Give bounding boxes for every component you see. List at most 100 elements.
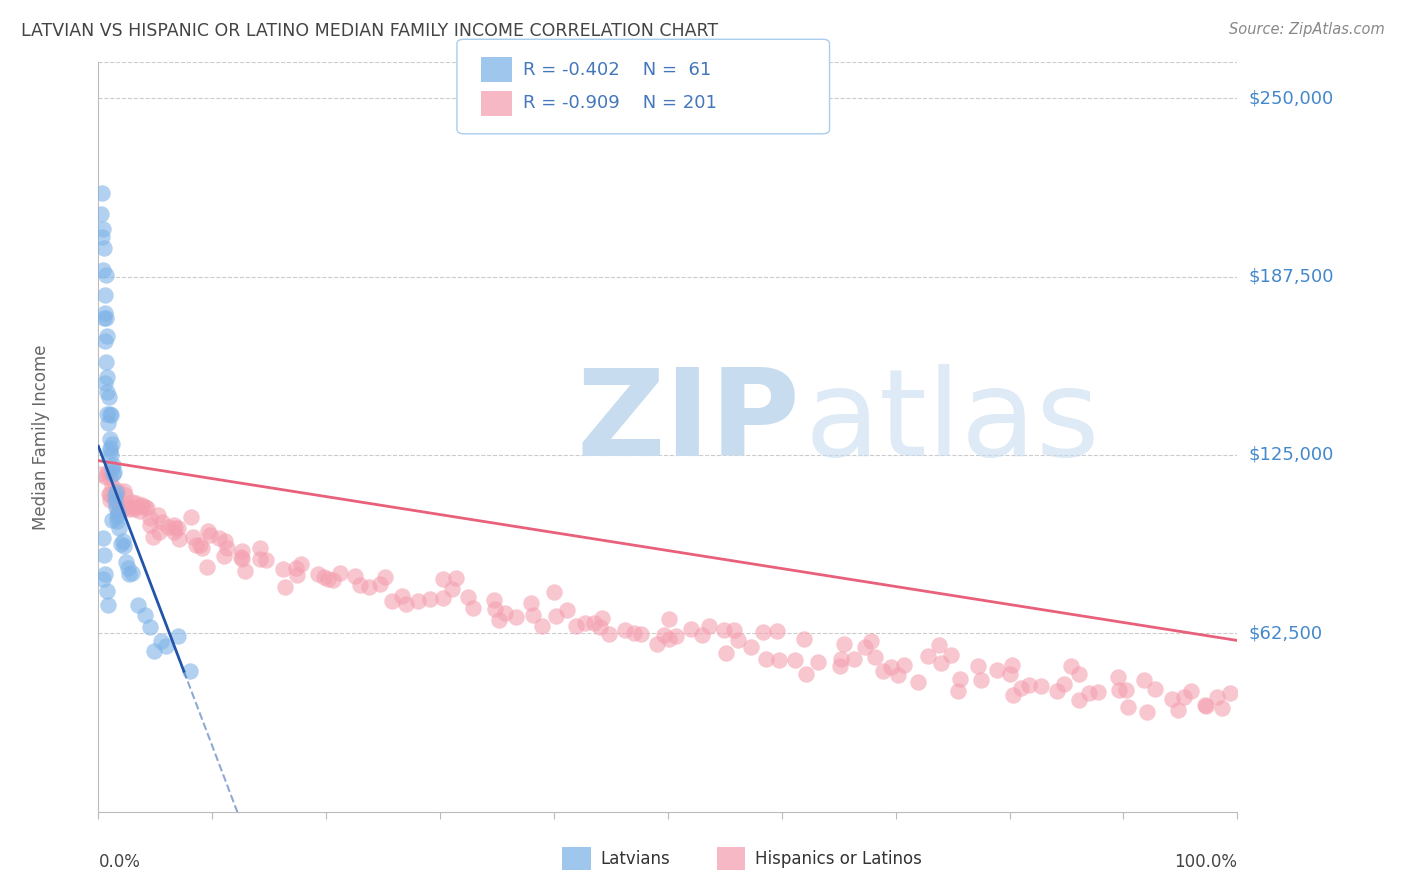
Point bbox=[105, 491, 128, 505]
Point bbox=[381, 594, 404, 608]
Point bbox=[727, 633, 749, 648]
Point bbox=[444, 571, 467, 585]
Point bbox=[1219, 686, 1241, 700]
Point bbox=[928, 639, 950, 653]
Point bbox=[681, 623, 703, 637]
Point bbox=[690, 628, 713, 642]
Point bbox=[110, 537, 132, 551]
Point bbox=[419, 592, 441, 607]
Point bbox=[98, 492, 121, 507]
Point bbox=[101, 478, 124, 492]
Point bbox=[122, 501, 145, 516]
Text: 100.0%: 100.0% bbox=[1174, 853, 1237, 871]
Point bbox=[97, 598, 120, 612]
Point bbox=[169, 532, 191, 546]
Point bbox=[105, 485, 128, 500]
Point bbox=[807, 655, 830, 669]
Point bbox=[214, 533, 236, 548]
Point bbox=[312, 570, 335, 584]
Point bbox=[322, 573, 344, 587]
Point bbox=[408, 594, 430, 608]
Point bbox=[654, 628, 676, 642]
Point bbox=[98, 407, 121, 421]
Point bbox=[723, 623, 745, 637]
Point bbox=[142, 530, 165, 544]
Text: $62,500: $62,500 bbox=[1249, 624, 1323, 642]
Point bbox=[90, 207, 112, 221]
Point bbox=[105, 514, 128, 528]
Point bbox=[163, 518, 186, 533]
Point bbox=[93, 310, 115, 325]
Point bbox=[887, 668, 910, 682]
Point bbox=[97, 390, 120, 404]
Point bbox=[1108, 683, 1130, 698]
Point bbox=[90, 186, 112, 201]
Point bbox=[105, 508, 128, 523]
Point bbox=[148, 524, 170, 539]
Point bbox=[165, 521, 187, 535]
Point bbox=[117, 500, 139, 514]
Point bbox=[155, 639, 177, 653]
Point bbox=[359, 581, 381, 595]
Point bbox=[107, 506, 129, 520]
Point bbox=[287, 568, 309, 582]
Point bbox=[94, 310, 117, 325]
Point bbox=[208, 531, 231, 545]
Point bbox=[832, 637, 855, 651]
Point bbox=[97, 465, 120, 479]
Point bbox=[129, 504, 152, 518]
Point bbox=[495, 607, 517, 621]
Point bbox=[100, 443, 122, 458]
Point bbox=[150, 633, 173, 648]
Point bbox=[853, 640, 876, 655]
Point bbox=[112, 484, 135, 499]
Point bbox=[463, 600, 485, 615]
Point bbox=[290, 557, 312, 571]
Point bbox=[129, 500, 152, 514]
Point bbox=[101, 461, 124, 475]
Point bbox=[505, 610, 527, 624]
Point bbox=[166, 630, 188, 644]
Text: Median Family Income: Median Family Income bbox=[32, 344, 51, 530]
Point bbox=[156, 520, 179, 534]
Point bbox=[457, 591, 479, 605]
Text: Latvians: Latvians bbox=[600, 849, 671, 868]
Point bbox=[1116, 700, 1139, 714]
Point bbox=[94, 470, 117, 484]
Point bbox=[142, 644, 165, 658]
Point bbox=[122, 500, 145, 514]
Point bbox=[274, 580, 297, 594]
Point bbox=[231, 549, 253, 564]
Point bbox=[1078, 686, 1101, 700]
Point bbox=[180, 510, 202, 524]
Point bbox=[440, 582, 463, 597]
Text: 0.0%: 0.0% bbox=[98, 853, 141, 871]
Point bbox=[1195, 698, 1218, 713]
Point bbox=[135, 500, 157, 515]
Point bbox=[212, 549, 235, 563]
Point bbox=[91, 531, 114, 545]
Point bbox=[98, 433, 121, 447]
Point bbox=[98, 471, 121, 485]
Point bbox=[107, 502, 129, 516]
Point bbox=[1144, 682, 1167, 697]
Text: Source: ZipAtlas.com: Source: ZipAtlas.com bbox=[1229, 22, 1385, 37]
Point bbox=[555, 603, 578, 617]
Point bbox=[755, 652, 778, 666]
Point bbox=[1136, 705, 1159, 719]
Point bbox=[794, 667, 817, 681]
Point bbox=[907, 674, 929, 689]
Point bbox=[94, 334, 117, 348]
Point bbox=[181, 530, 204, 544]
Point bbox=[1002, 689, 1025, 703]
Point bbox=[917, 649, 939, 664]
Point bbox=[93, 376, 115, 391]
Point bbox=[121, 494, 143, 508]
Point bbox=[105, 483, 128, 497]
Point bbox=[699, 619, 721, 633]
Point bbox=[98, 486, 121, 500]
Point bbox=[1108, 670, 1130, 684]
Point bbox=[970, 673, 993, 687]
Point bbox=[114, 488, 136, 502]
Point bbox=[344, 568, 367, 582]
